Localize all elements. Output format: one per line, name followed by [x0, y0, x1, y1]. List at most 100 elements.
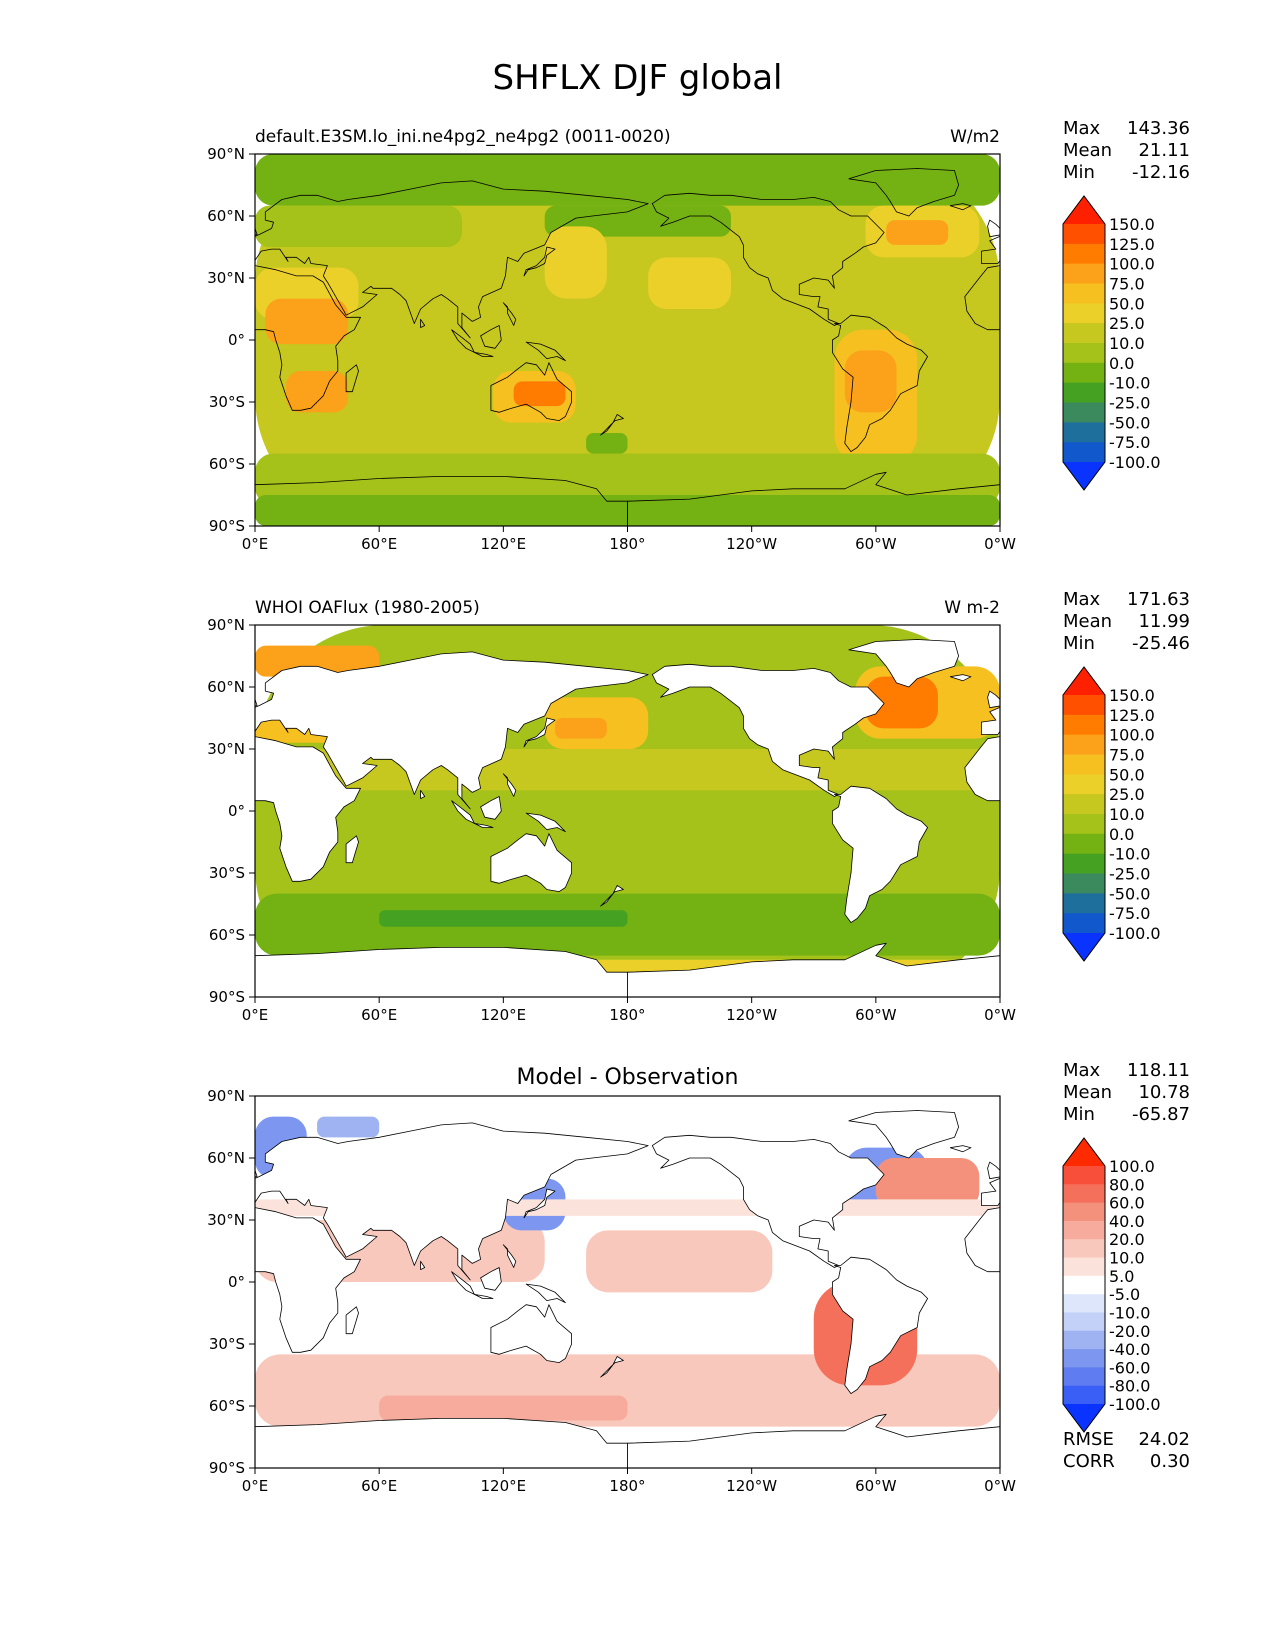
- y-tick-label: 30°N: [207, 269, 245, 287]
- coastline-sumatra: [1197, 330, 1220, 353]
- colorbar-label: 150.0: [1109, 686, 1155, 705]
- colorbar-segment: [1063, 913, 1105, 934]
- coastline-newguinea: [1271, 1284, 1275, 1303]
- stat-label: Mean: [1063, 611, 1112, 632]
- x-tick-label: 120°E: [481, 535, 527, 553]
- colorbar-extend-top: [1063, 196, 1105, 224]
- stat-label: Max: [1063, 1060, 1101, 1081]
- stat-value: 118.11: [1127, 1060, 1190, 1081]
- y-tick-label: 0°: [228, 1273, 245, 1291]
- colorbar-extend-top: [1063, 667, 1105, 695]
- x-tick-label: 60°W: [855, 535, 897, 553]
- x-tick-label: 0°W: [984, 1477, 1016, 1495]
- colorbar-segment: [1063, 402, 1105, 423]
- coastline-philippines: [1248, 1245, 1261, 1268]
- coastline-newguinea: [1271, 813, 1275, 832]
- y-tick-label: 90°S: [209, 988, 245, 1006]
- colorbar-segment: [1063, 754, 1105, 775]
- coastline-africa: [255, 265, 361, 411]
- colorbar-label: 125.0: [1109, 706, 1155, 725]
- coastline-iceland: [949, 1145, 972, 1153]
- stat-value: 21.11: [1138, 140, 1190, 161]
- colorbar-label: 100.0: [1109, 726, 1155, 745]
- coastline-philippines: [1248, 774, 1261, 797]
- colorbar-outline: [1062, 195, 1106, 491]
- colorbar-label: -25.0: [1109, 865, 1150, 884]
- colorbar-label: 20.0: [1109, 1230, 1145, 1249]
- coastline-madagascar: [345, 364, 359, 393]
- coastline-northamerica: [0, 193, 139, 325]
- coastline-srilanka: [420, 1260, 426, 1270]
- colorbar-label: -100.0: [1109, 453, 1161, 472]
- coastline-eurasia: [255, 651, 649, 810]
- stat-value: -12.16: [1132, 162, 1190, 183]
- contour-region: [379, 910, 628, 927]
- contour-region: [286, 371, 349, 413]
- contour-region: [265, 298, 349, 345]
- coastline-java: [474, 823, 494, 828]
- contour-region: [586, 1230, 773, 1293]
- colorbar-segment: [1063, 1257, 1105, 1277]
- x-tick-label: 0°W: [984, 535, 1016, 553]
- map-panel-2: 0°E 60°E 120°E 180° 120°W 60°W 0°W 90°N 60°N 30°N…: [87, 589, 1275, 1024]
- colorbar-segment: [1063, 1367, 1105, 1387]
- colorbar-segment: [1063, 774, 1105, 795]
- panel-units: W/m2: [950, 127, 1000, 147]
- colorbar-outline: [1062, 666, 1106, 962]
- colorbar-label: 50.0: [1109, 294, 1145, 313]
- colorbar-label: 0.0: [1109, 825, 1134, 844]
- y-tick-label: 30°N: [207, 1211, 245, 1229]
- coastline-sumatra: [1197, 801, 1220, 824]
- colorbar-segment: [1063, 283, 1105, 304]
- panel-units: W m-2: [944, 598, 1000, 618]
- x-tick-label: 60°E: [361, 1006, 397, 1024]
- colorbar: 150.0125.0100.075.050.025.010.00.0-10.0-…: [1062, 666, 1161, 962]
- error-stat-label: RMSE: [1063, 1429, 1114, 1450]
- colorbar: 100.080.060.040.020.010.05.0-5.0-10.0-20…: [1062, 1137, 1161, 1433]
- coastline-borneo: [1226, 1268, 1247, 1291]
- colorbar-label: 125.0: [1109, 235, 1155, 254]
- stat-label: Mean: [1063, 140, 1112, 161]
- error-stat-label: CORR: [1063, 1451, 1115, 1472]
- y-tick-label: 90°N: [207, 1087, 245, 1105]
- y-tick-label: 60°N: [207, 207, 245, 225]
- map-field: [104, 1096, 1275, 1468]
- coastline-britain: [987, 690, 1000, 709]
- coastline-srilanka: [420, 789, 426, 799]
- coastline-greenland: [848, 168, 959, 217]
- colorbar-segment: [1063, 873, 1105, 894]
- colorbar-extend-bottom: [1063, 1404, 1105, 1432]
- colorbar-segment: [1063, 695, 1105, 716]
- coastline-greenland: [104, 1111, 214, 1159]
- colorbar-label: 10.0: [1109, 805, 1145, 824]
- colorbar-segment: [1063, 734, 1105, 755]
- coastline-philippines: [502, 302, 517, 326]
- coastline-japan: [1269, 718, 1275, 747]
- coastline-newguinea: [525, 812, 566, 833]
- y-tick-label: 90°S: [209, 517, 245, 535]
- coastline-japan: [1269, 1189, 1275, 1218]
- coastline-eurasia: [981, 706, 1000, 735]
- colorbar-segment: [1063, 853, 1105, 874]
- stat-value: -65.87: [1132, 1104, 1190, 1125]
- panel-subtitle: Model - Observation: [517, 1065, 739, 1090]
- coastline-srilanka: [1166, 319, 1170, 327]
- coastline-southamerica: [87, 315, 182, 451]
- colorbar-label: -80.0: [1109, 1377, 1150, 1396]
- stat-value: 11.99: [1138, 611, 1190, 632]
- coastline-antarctica: [627, 471, 1000, 526]
- colorbar-segment: [1063, 1312, 1105, 1332]
- coastline-newzealand: [600, 414, 624, 436]
- coastline-africa: [964, 736, 1000, 802]
- x-tick-label: 120°W: [726, 1477, 777, 1495]
- colorbar-label: 25.0: [1109, 314, 1145, 333]
- figure-title: SHFLX DJF global: [492, 58, 783, 98]
- coastline-africa: [255, 736, 361, 882]
- contour-region: [255, 154, 1000, 206]
- coastline-southamerica: [87, 786, 182, 922]
- colorbar-label: -50.0: [1109, 884, 1150, 903]
- colorbar-segment: [1063, 1239, 1105, 1259]
- coastline-eurasia: [981, 1177, 1000, 1206]
- coastline-madagascar: [345, 835, 359, 864]
